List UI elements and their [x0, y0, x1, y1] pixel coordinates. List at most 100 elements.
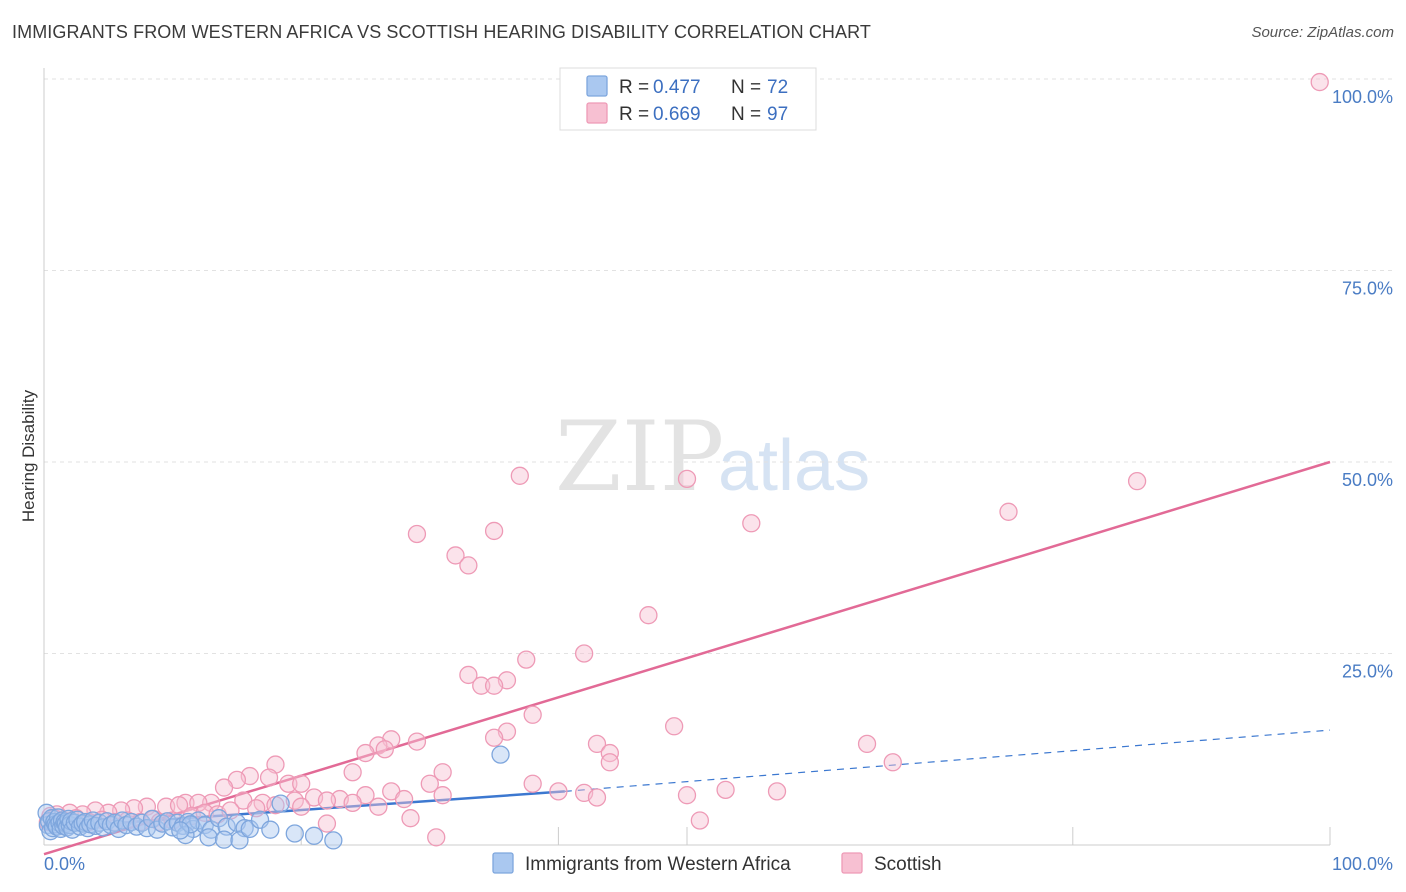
scottish-point-91: [427, 828, 446, 847]
scottish-point-1: [510, 466, 529, 485]
chart-title: IMMIGRANTS FROM WESTERN AFRICA VS SCOTTI…: [12, 22, 871, 42]
bottom-legend-label-scottish: Scottish: [874, 854, 942, 875]
scottish-point-28: [600, 743, 619, 763]
x-tick-label-max: 100.0%: [1332, 854, 1393, 874]
scottish-point-56: [202, 793, 221, 813]
scottish-point-45: [767, 782, 787, 801]
scottish-point-87: [247, 799, 266, 818]
scottish-point-40: [523, 774, 542, 793]
western-africa-points: [37, 745, 510, 850]
scottish-point-18: [664, 717, 684, 736]
bottom-legend-swatch-scottish: [841, 852, 863, 874]
scottish-point-24: [587, 734, 607, 754]
scottish-point-15: [472, 676, 491, 695]
legend-r-value-1: 0.669: [653, 104, 701, 125]
scottish-point-38: [292, 774, 311, 793]
western-africa-point-66: [285, 824, 304, 843]
watermark-atlas: atlas: [718, 426, 870, 506]
scottish-point-9: [459, 556, 478, 575]
western-africa-point-40: [132, 813, 151, 832]
scottish-point-52: [317, 791, 337, 810]
y-tick-label-1: 50.0%: [1342, 470, 1393, 490]
scottish-point-96: [292, 797, 311, 816]
scottish-point-4: [999, 502, 1018, 521]
scottish-point-44: [716, 780, 735, 799]
scottish-point-35: [259, 768, 279, 787]
scottish-point-92: [690, 811, 710, 830]
scottish-point-16: [484, 676, 504, 695]
watermark: ZIP atlas: [555, 401, 870, 513]
western-africa-point-59: [199, 828, 218, 847]
scottish-point-6: [484, 521, 504, 541]
grid: [44, 78, 1393, 654]
scottish-point-37: [279, 774, 298, 793]
bottom-legend-swatch-western-africa: [492, 852, 514, 874]
legend-swatch-western-africa: [586, 75, 608, 97]
legend: R = 0.477 N = 72 R = 0.669 N = 97: [559, 67, 817, 131]
western-africa-point-61: [230, 831, 249, 850]
scottish-point-17: [523, 705, 542, 724]
scottish-point-90: [401, 809, 420, 828]
scottish-point-93: [369, 797, 388, 816]
legend-r-label-1: R =: [619, 104, 649, 125]
y-tick-label-2: 75.0%: [1342, 279, 1393, 299]
scottish-point-0: [1310, 72, 1329, 92]
legend-n-value-0: 72: [767, 77, 788, 98]
legend-n-label-0: N =: [731, 77, 761, 98]
scottish-point-62: [169, 796, 189, 815]
legend-n-label-1: N =: [731, 104, 761, 125]
scottish-point-26: [375, 740, 394, 759]
scottish-point-54: [587, 788, 607, 807]
legend-n-value-1: 97: [767, 104, 788, 125]
scottish-point-2: [677, 469, 697, 489]
western-africa-point-62: [240, 819, 259, 839]
western-africa-point-65: [271, 794, 290, 813]
scottish-point-51: [394, 789, 414, 809]
scottish-point-30: [600, 753, 619, 772]
scottish-point-41: [214, 778, 234, 797]
scottish-point-32: [343, 763, 362, 782]
western-africa-point-70: [324, 831, 343, 850]
scottish-point-23: [857, 734, 877, 754]
bottom-legend: Immigrants from Western Africa Scottish: [492, 852, 942, 875]
legend-r-label-0: R =: [619, 77, 649, 98]
y-tick-labels: 25.0% 50.0% 75.0% 100.0%: [1332, 87, 1393, 682]
scottish-point-5: [742, 514, 761, 533]
scottish-point-13: [459, 665, 478, 685]
y-axis-label: Hearing Disability: [19, 389, 38, 522]
western-africa-point-60: [214, 830, 234, 849]
scottish-point-27: [356, 743, 375, 763]
scottish-point-7: [407, 524, 427, 544]
legend-r-value-0: 0.477: [653, 77, 701, 98]
scottish-point-47: [433, 786, 452, 805]
x-tick-labels: 0.0% 100.0%: [44, 854, 1393, 874]
scottish-trend-line: [43, 460, 1331, 856]
scottish-point-89: [317, 814, 337, 833]
bottom-legend-label-western-africa: Immigrants from Western Africa: [525, 854, 791, 875]
watermark-zip: ZIP: [555, 401, 724, 513]
western-africa-point-69: [171, 821, 190, 840]
western-africa-point-71: [491, 745, 510, 764]
scottish-point-10: [639, 606, 658, 625]
scottish-point-39: [420, 774, 439, 793]
scottish-point-33: [433, 763, 452, 782]
axes: [43, 68, 1331, 846]
chart-source: Source: ZipAtlas.com: [1251, 24, 1394, 41]
scottish-point-8: [446, 546, 465, 565]
western-africa-point-68: [181, 815, 200, 834]
western-africa-point-67: [304, 826, 324, 845]
y-tick-label-0: 25.0%: [1342, 662, 1393, 682]
scottish-point-43: [549, 782, 568, 801]
scottish-point-53: [677, 786, 697, 805]
scottish-point-3: [1127, 471, 1147, 491]
scottish-point-22: [407, 732, 427, 751]
western-africa-trend-extension: [564, 729, 1331, 792]
scottish-point-94: [343, 793, 362, 813]
y-tick-label-3: 100.0%: [1332, 87, 1393, 107]
scottish-point-29: [883, 753, 902, 772]
scottish-point-12: [517, 650, 536, 669]
western-africa-point-42: [142, 809, 162, 829]
x-tick-label-min: 0.0%: [44, 854, 85, 874]
western-africa-point-64: [261, 820, 280, 839]
